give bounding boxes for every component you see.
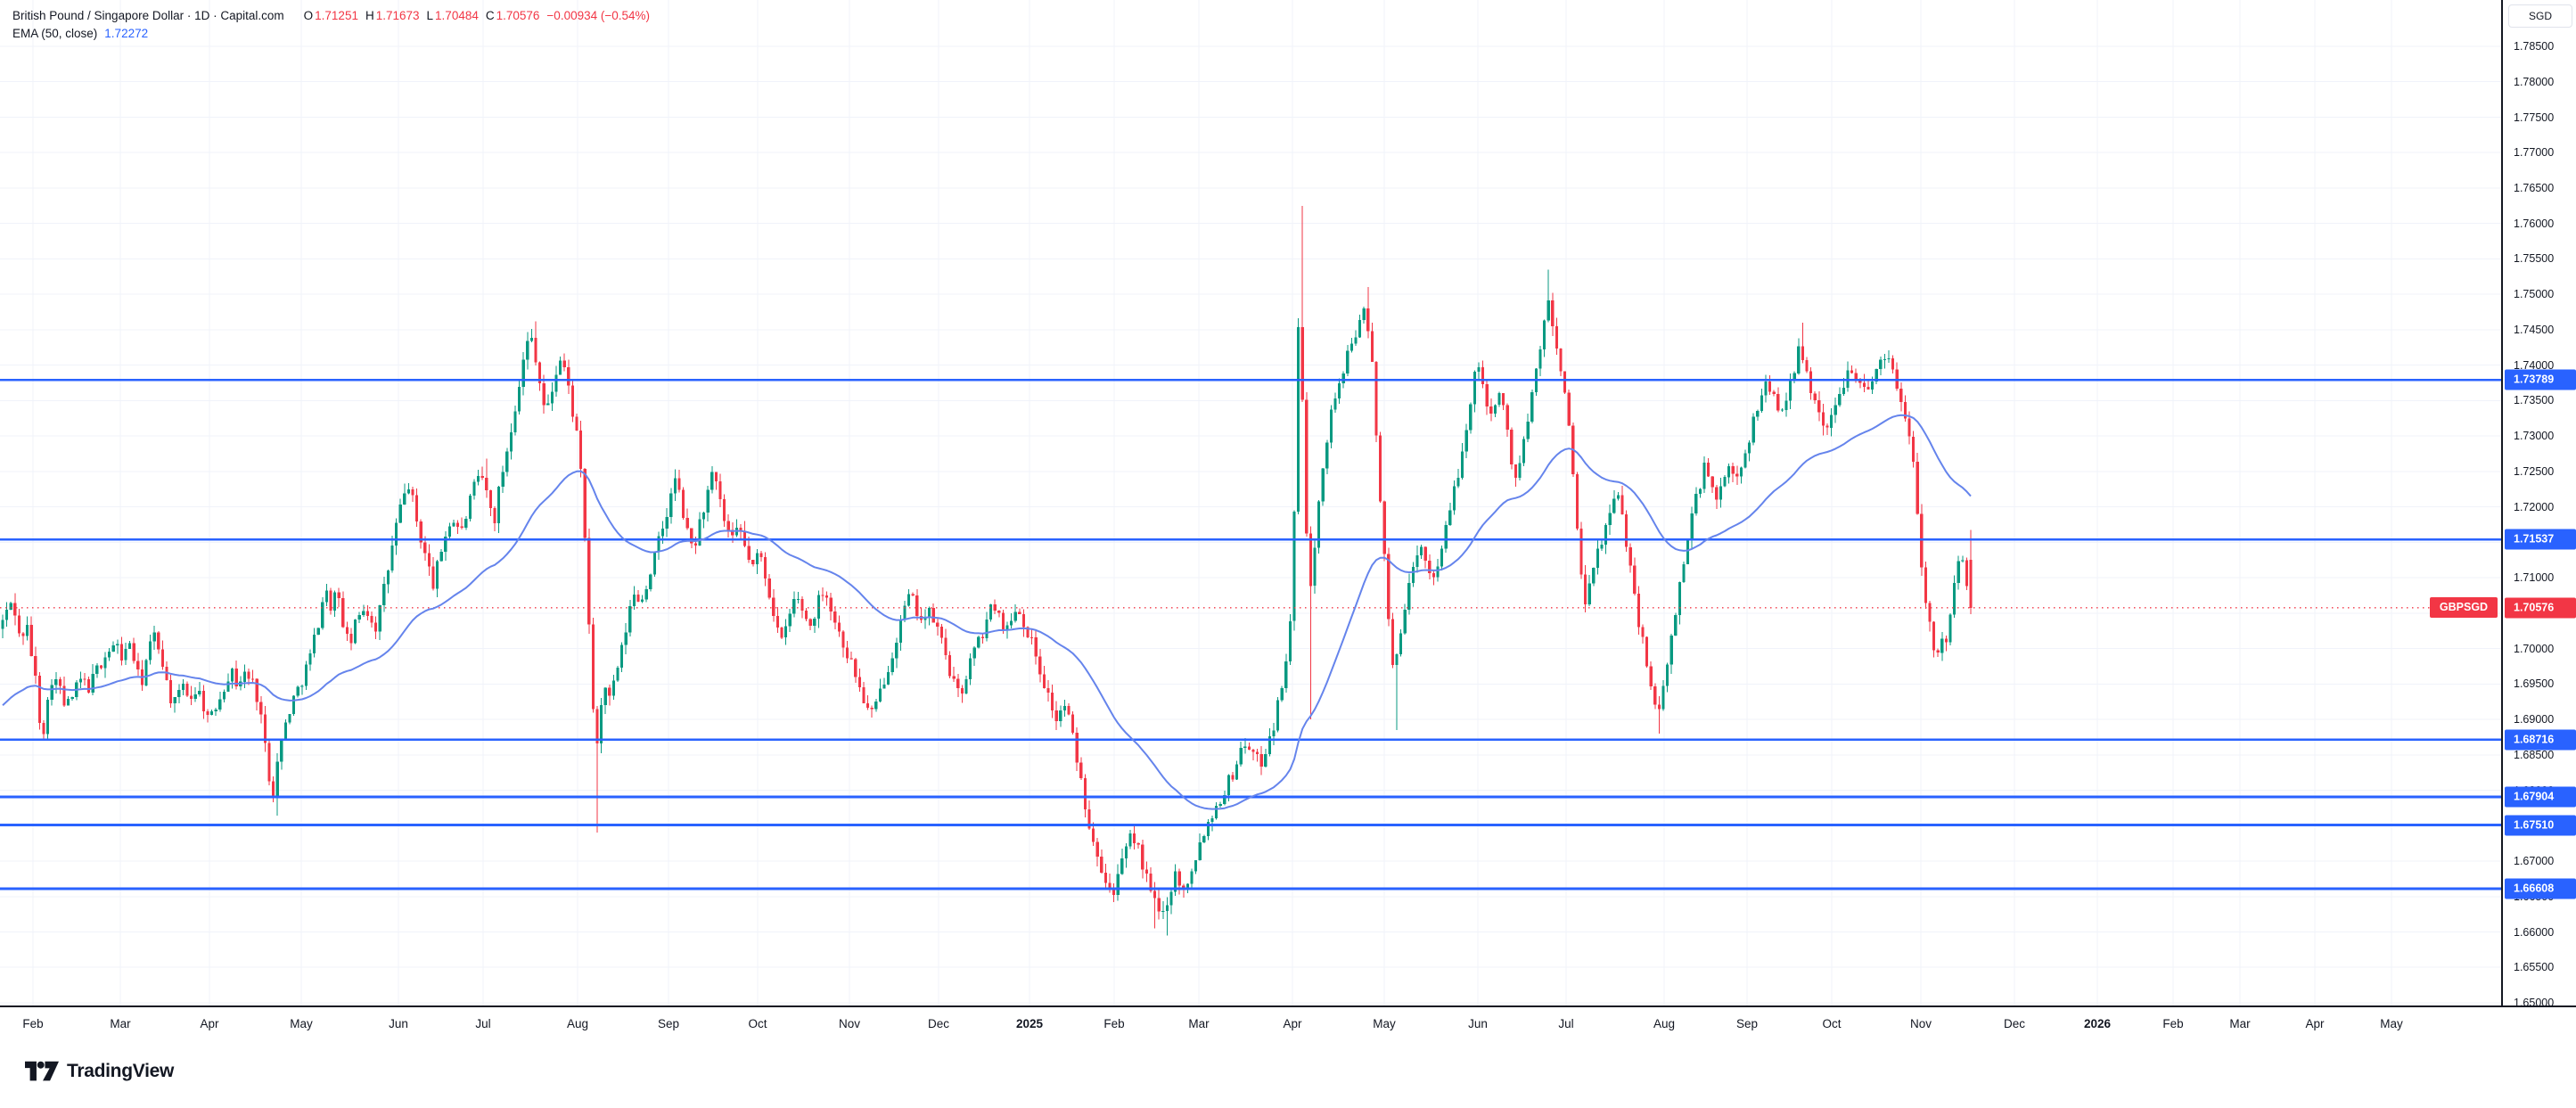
time-tick-label: Jun (389, 1017, 408, 1030)
time-tick-label: Dec (927, 1017, 950, 1030)
high-value: 1.71673 (375, 8, 420, 22)
time-tick-label: Apr (1283, 1017, 1302, 1030)
open-value: 1.71251 (315, 8, 358, 22)
price-tick-label: 1.70000 (2514, 642, 2555, 655)
level-price-badge: 1.71537 (2505, 529, 2576, 550)
time-tick-label: Apr (2305, 1017, 2325, 1030)
time-tick-label: Mar (1188, 1017, 1210, 1030)
time-tick-label: 2025 (1015, 1017, 1044, 1030)
indicator-title: EMA (50, close) (12, 26, 98, 40)
level-price-badge: 1.67904 (2505, 786, 2576, 808)
price-tick-label: 1.66000 (2514, 925, 2555, 939)
price-tick-label: 1.72000 (2514, 500, 2555, 513)
time-tick-label: Jul (475, 1017, 491, 1030)
tradingview-logo[interactable]: TradingView (25, 1061, 174, 1082)
price-tick-label: 1.74000 (2514, 358, 2555, 372)
current-price-badge: 1.70576 (2505, 597, 2576, 619)
time-tick-label: May (2380, 1017, 2403, 1030)
time-tick-label: Oct (748, 1017, 767, 1030)
time-tick-label: Feb (22, 1017, 44, 1030)
time-tick-label: 2026 (2083, 1017, 2112, 1030)
price-tick-label: 1.73500 (2514, 394, 2555, 407)
price-tick-label: 1.76500 (2514, 182, 2555, 194)
indicator-value: 1.72272 (104, 26, 149, 40)
ema-line[interactable] (2, 414, 1972, 810)
price-tick-label: 1.75500 (2514, 252, 2555, 266)
time-tick-label: Nov (838, 1017, 861, 1030)
time-tick-label: Aug (566, 1017, 589, 1030)
level-lines[interactable] (0, 379, 2501, 891)
price-tick-label: 1.69000 (2514, 713, 2555, 726)
symbol-price-badge: GBPSGD (2430, 597, 2498, 618)
price-tick-label: 1.67000 (2514, 855, 2555, 867)
candles (1, 205, 1973, 936)
price-tick-label: 1.72500 (2514, 464, 2555, 478)
time-tick-label: Feb (2162, 1017, 2184, 1030)
time-tick-label: May (1373, 1017, 1396, 1030)
time-tick-label: Jun (1468, 1017, 1488, 1030)
time-tick-label: Apr (200, 1017, 219, 1030)
price-tick-label: 1.78000 (2514, 75, 2555, 88)
grid (0, 0, 2501, 1005)
time-tick-label: Mar (110, 1017, 131, 1030)
currency-button[interactable]: SGD (2508, 4, 2572, 28)
time-tick-label: Oct (1822, 1017, 1842, 1030)
time-tick-label: May (290, 1017, 313, 1030)
price-tick-label: 1.71000 (2514, 571, 2555, 585)
time-tick-label: Jul (1558, 1017, 1574, 1030)
price-tick-label: 1.75000 (2514, 288, 2555, 301)
time-tick-label: Dec (2003, 1017, 2026, 1030)
change-value: −0.00934 (−0.54%) (546, 8, 651, 22)
price-tick-label: 1.69500 (2514, 677, 2555, 691)
level-price-badge: 1.73789 (2505, 369, 2576, 390)
price-tick-label: 1.73000 (2514, 430, 2555, 443)
level-price-badge: 1.67510 (2505, 815, 2576, 835)
symbol-legend-row[interactable]: British Pound / Singapore Dollar · 1D · … (12, 6, 650, 24)
legend: British Pound / Singapore Dollar · 1D · … (12, 6, 650, 42)
level-price-badge: 1.66608 (2505, 878, 2576, 899)
open-label: O (303, 8, 314, 22)
time-tick-label: Feb (1103, 1017, 1125, 1030)
time-tick-label: Nov (1909, 1017, 1932, 1030)
price-tick-label: 1.65500 (2514, 961, 2555, 974)
low-label: L (426, 8, 434, 22)
price-tick-label: 1.68500 (2514, 748, 2555, 761)
footer: TradingView (0, 1046, 2576, 1108)
high-label: H (365, 8, 374, 22)
price-axis[interactable]: SGD 1.78500 1.78000 1.77500 1.77000 1.76500 1… (2501, 0, 2576, 1009)
time-tick-label: Sep (657, 1017, 680, 1030)
tradingview-logo-text: TradingView (67, 1061, 175, 1081)
time-axis[interactable]: Feb Mar Apr May Jun Jul Aug Sep Oct Nov Dec 2025 Feb… (0, 1005, 2576, 1048)
price-chart[interactable]: GBPSGD (0, 0, 2501, 1005)
time-tick-label: Sep (1735, 1017, 1759, 1030)
close-value: 1.70576 (496, 8, 540, 22)
low-value: 1.70484 (435, 8, 479, 22)
tradingview-logo-icon (25, 1061, 59, 1081)
price-tick-label: 1.74500 (2514, 323, 2555, 336)
candlestick-canvas (0, 0, 2501, 1005)
time-tick-label: Aug (1653, 1017, 1676, 1030)
level-price-badge: 1.68716 (2505, 729, 2576, 751)
symbol-title: British Pound / Singapore Dollar · 1D · … (12, 8, 284, 22)
indicator-legend-row[interactable]: EMA (50, close) 1.72272 (12, 24, 650, 42)
price-tick-label: 1.76000 (2514, 217, 2555, 230)
close-label: C (485, 8, 495, 22)
price-tick-label: 1.77500 (2514, 111, 2555, 124)
price-tick-label: 1.77000 (2514, 146, 2555, 160)
price-tick-label: 1.78500 (2514, 40, 2555, 53)
time-tick-label: Mar (2229, 1017, 2251, 1030)
